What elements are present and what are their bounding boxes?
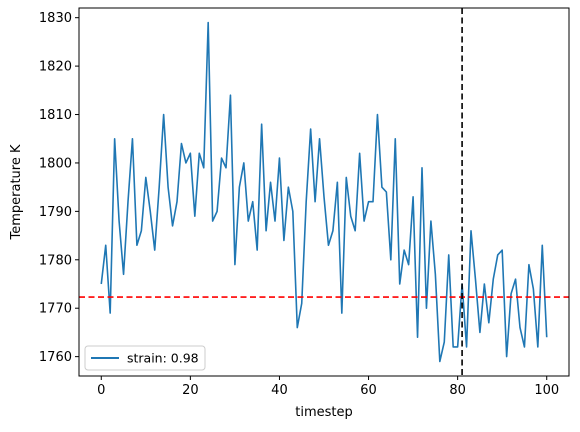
- x-tick-label: 0: [97, 383, 105, 398]
- y-tick-label: 1830: [39, 11, 72, 26]
- x-tick-label: 20: [182, 383, 199, 398]
- legend-label: strain: 0.98: [127, 351, 199, 366]
- x-axis-label: timestep: [295, 405, 353, 420]
- x-tick-label: 100: [534, 383, 559, 398]
- plot-area: [79, 8, 569, 376]
- x-tick-label: 80: [449, 383, 466, 398]
- y-tick-label: 1760: [39, 350, 72, 365]
- y-tick-label: 1820: [39, 60, 72, 75]
- legend: strain: 0.98: [84, 345, 206, 371]
- y-axis-label: Temperature K: [9, 144, 24, 240]
- y-tick-label: 1790: [39, 205, 72, 220]
- x-tick-label: 60: [360, 383, 377, 398]
- plot-frame: [78, 7, 570, 377]
- y-tick-label: 1770: [39, 302, 72, 317]
- legend-box: [84, 345, 206, 371]
- axis-ticks: 0 20 40 60 80 100 1760 1770 1780 1790 1800 1810 1820…: [39, 11, 559, 398]
- x-tick-label: 40: [271, 383, 288, 398]
- y-tick-label: 1810: [39, 108, 72, 123]
- y-tick-label: 1780: [39, 253, 72, 268]
- series-line-0: [100, 21, 548, 363]
- y-tick-label: 1800: [39, 156, 72, 171]
